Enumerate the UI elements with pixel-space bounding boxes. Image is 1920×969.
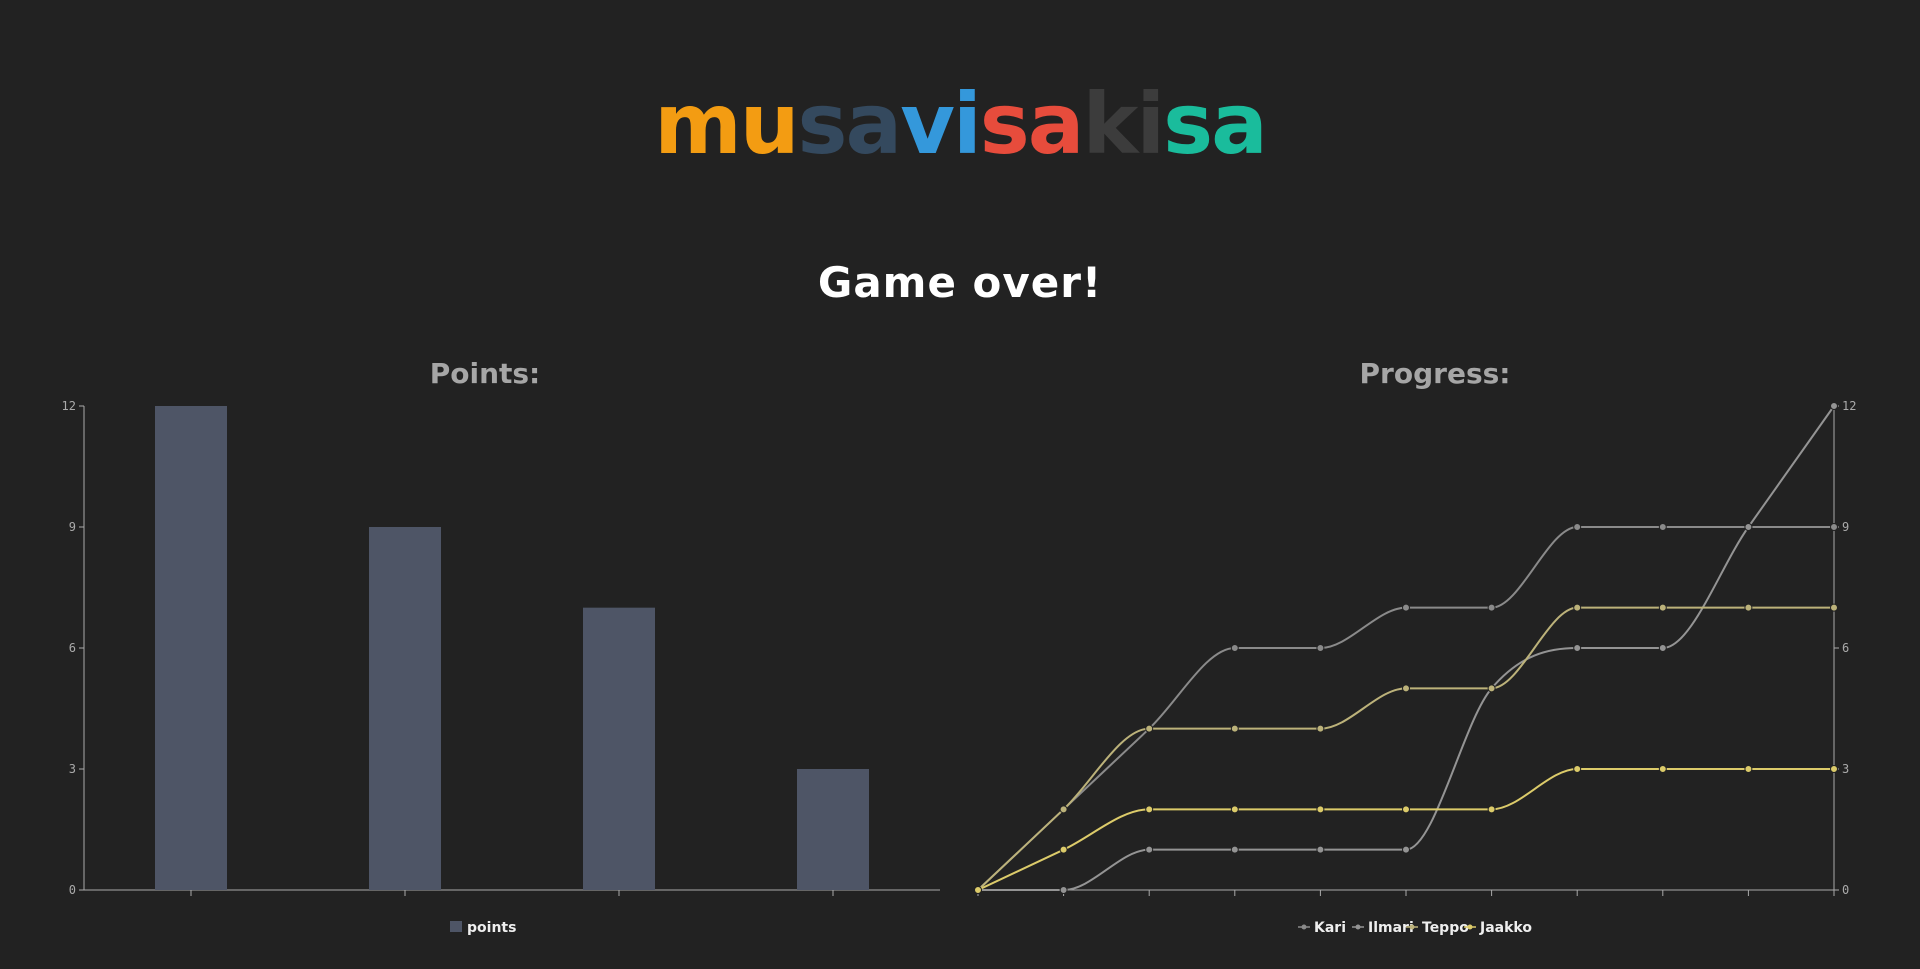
progress-point bbox=[1230, 845, 1239, 854]
logo-part: sa bbox=[1163, 75, 1268, 173]
points-bar bbox=[155, 406, 227, 890]
progress-point bbox=[1316, 644, 1325, 652]
progress-point bbox=[1145, 805, 1154, 814]
points-y-tick-label: 3 bbox=[69, 762, 76, 776]
progress-point bbox=[1230, 644, 1239, 652]
progress-line-kari bbox=[977, 525, 1834, 891]
logo-part: sa bbox=[797, 75, 903, 173]
logo-part: vi bbox=[900, 75, 982, 173]
progress-y-tick-label: 6 bbox=[1842, 641, 1849, 655]
progress-point bbox=[1145, 845, 1154, 854]
progress-point bbox=[1402, 805, 1410, 814]
progress-y-tick-label: 3 bbox=[1842, 762, 1849, 776]
progress-point bbox=[1830, 523, 1838, 531]
logo-part: sa bbox=[979, 75, 1085, 173]
progress-point bbox=[1059, 845, 1068, 854]
progress-point bbox=[1316, 805, 1325, 814]
progress-point bbox=[1402, 603, 1410, 612]
logo-part: ki bbox=[1082, 75, 1165, 173]
progress-legend-label: Teppo bbox=[1422, 920, 1469, 936]
points-legend-label: points bbox=[467, 920, 516, 936]
progress-legend-marker bbox=[1409, 924, 1415, 930]
progress-point bbox=[1830, 765, 1838, 773]
progress-legend-marker bbox=[1355, 924, 1361, 930]
points-chart-title: Points: bbox=[429, 357, 541, 390]
progress-point bbox=[1744, 523, 1753, 531]
progress-legend-marker bbox=[1301, 924, 1307, 930]
progress-point bbox=[1658, 603, 1667, 612]
progress-point bbox=[1487, 805, 1496, 814]
progress-legend-label: Jaakko bbox=[1479, 920, 1532, 936]
progress-point bbox=[1230, 724, 1239, 733]
progress-point bbox=[1830, 603, 1838, 612]
progress-point bbox=[1059, 886, 1068, 894]
progress-point bbox=[1402, 684, 1410, 693]
progress-point bbox=[974, 886, 982, 894]
progress-point bbox=[1573, 523, 1582, 531]
progress-point bbox=[1573, 644, 1582, 652]
progress-point bbox=[1573, 603, 1582, 612]
progress-y-tick-label: 0 bbox=[1842, 883, 1849, 897]
progress-legend-marker bbox=[1467, 924, 1473, 930]
progress-point bbox=[1145, 724, 1154, 733]
progress-point bbox=[1658, 644, 1667, 652]
logo: musavisakisa bbox=[0, 82, 1920, 166]
points-bar bbox=[797, 769, 869, 890]
progress-point bbox=[1059, 805, 1068, 814]
progress-chart: 0 3 6 9 12 Kari Ilmari Teppo Jaakko bbox=[974, 399, 1856, 936]
points-chart: 0 3 6 9 12 points bbox=[62, 399, 940, 936]
progress-point bbox=[1487, 603, 1496, 612]
progress-y-tick-label: 12 bbox=[1842, 399, 1856, 413]
progress-point bbox=[1658, 523, 1667, 531]
points-y-tick-label: 12 bbox=[62, 399, 76, 413]
progress-y-tick-label: 9 bbox=[1842, 520, 1849, 534]
progress-legend-label: Kari bbox=[1314, 920, 1346, 936]
progress-line-jaakko bbox=[977, 767, 1834, 891]
progress-point bbox=[1402, 845, 1410, 854]
points-y-tick-label: 0 bbox=[69, 883, 76, 897]
game-over-heading: Game over! bbox=[817, 258, 1103, 307]
progress-point bbox=[1744, 765, 1753, 773]
points-y-tick-label: 6 bbox=[69, 641, 76, 655]
progress-line-ilmari bbox=[978, 405, 1835, 892]
points-bar bbox=[583, 607, 655, 890]
logo-part: mu bbox=[654, 75, 799, 173]
progress-point bbox=[1230, 805, 1239, 814]
points-y-tick-label: 9 bbox=[69, 520, 76, 534]
progress-point bbox=[1658, 765, 1667, 773]
progress-point bbox=[1316, 845, 1325, 854]
progress-point bbox=[1744, 603, 1753, 612]
progress-point bbox=[1487, 684, 1496, 693]
progress-point bbox=[1830, 402, 1838, 410]
progress-chart-title: Progress: bbox=[1359, 357, 1511, 390]
progress-legend-label: Ilmari bbox=[1368, 920, 1414, 936]
points-bar bbox=[369, 527, 441, 890]
progress-point bbox=[1573, 765, 1582, 773]
progress-point bbox=[1316, 724, 1325, 733]
points-legend-swatch bbox=[450, 921, 462, 932]
